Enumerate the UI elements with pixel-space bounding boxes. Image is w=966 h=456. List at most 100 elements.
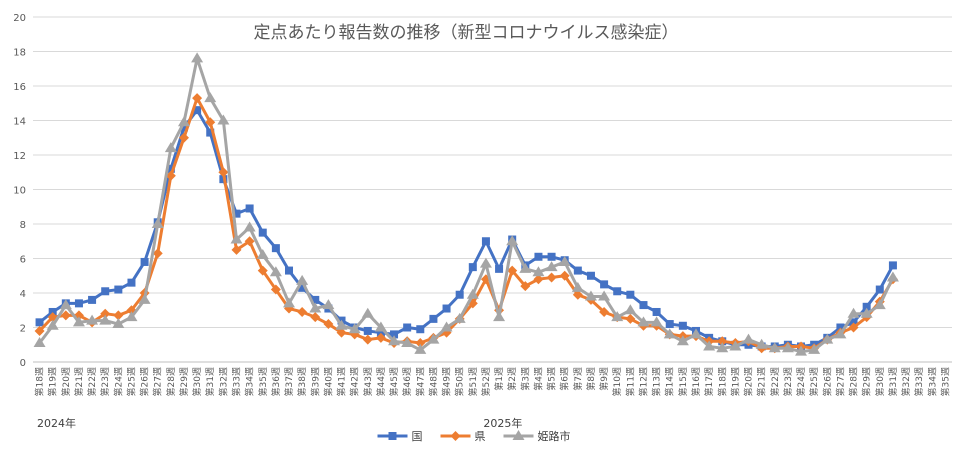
x-tick-label: 第44週 bbox=[375, 367, 387, 396]
data-point bbox=[506, 235, 519, 246]
data-point bbox=[285, 266, 294, 275]
y-tick-label: 16 bbox=[13, 82, 26, 93]
data-point bbox=[532, 266, 545, 277]
data-point bbox=[716, 342, 729, 353]
x-tick-label: 第25週 bbox=[808, 367, 820, 396]
data-point bbox=[598, 290, 611, 301]
data-point bbox=[848, 322, 859, 333]
data-point bbox=[217, 114, 230, 125]
data-point bbox=[258, 228, 267, 237]
x-tick-label: 第9週 bbox=[598, 367, 610, 391]
x-tick-label: 第35週 bbox=[257, 367, 269, 396]
data-point bbox=[416, 325, 425, 334]
x-tick-label: 第28週 bbox=[848, 367, 860, 396]
x-tick-label: 第31週 bbox=[887, 367, 899, 396]
data-point bbox=[781, 342, 794, 353]
data-point bbox=[481, 237, 490, 246]
data-point bbox=[479, 257, 492, 268]
x-tick-label: 第20週 bbox=[743, 367, 755, 396]
data-point bbox=[466, 288, 479, 299]
data-point bbox=[310, 312, 321, 323]
data-point bbox=[363, 326, 372, 335]
x-tick-label: 第33週 bbox=[230, 367, 242, 396]
y-tick-label: 2 bbox=[20, 324, 26, 335]
x-tick-label: 第1週 bbox=[493, 367, 505, 391]
data-point bbox=[206, 128, 215, 137]
x-tick-label: 第40週 bbox=[322, 367, 334, 396]
x-tick-label: 第36週 bbox=[270, 367, 282, 396]
data-point bbox=[151, 218, 164, 228]
data-point bbox=[88, 295, 97, 304]
data-point bbox=[245, 204, 254, 213]
data-point bbox=[35, 318, 44, 327]
data-point bbox=[60, 310, 71, 321]
y-tick-label: 0 bbox=[20, 358, 26, 369]
data-point bbox=[663, 328, 676, 339]
data-point bbox=[584, 290, 597, 301]
data-point bbox=[230, 233, 243, 244]
data-point bbox=[545, 261, 558, 272]
legend-item: 国 bbox=[377, 430, 423, 443]
data-point bbox=[600, 280, 609, 289]
data-point bbox=[520, 281, 531, 292]
x-tick-label: 第34週 bbox=[244, 367, 256, 396]
x-tick-label: 第10週 bbox=[611, 367, 623, 396]
data-point bbox=[821, 333, 834, 344]
data-point bbox=[676, 335, 689, 346]
data-point bbox=[429, 314, 438, 323]
data-point bbox=[179, 123, 188, 132]
data-point bbox=[742, 333, 755, 344]
data-point bbox=[512, 430, 525, 440]
data-point bbox=[86, 314, 99, 325]
x-tick-label: 第24週 bbox=[112, 367, 124, 396]
data-point bbox=[33, 337, 46, 348]
legend: 国 県 姫路市 bbox=[377, 429, 571, 443]
data-point bbox=[573, 266, 582, 275]
data-point bbox=[165, 170, 176, 181]
x-tick-label: 第45週 bbox=[388, 367, 400, 396]
series-line bbox=[38, 96, 895, 350]
year-label: 2024年 bbox=[37, 416, 76, 430]
data-point bbox=[768, 342, 781, 353]
data-point bbox=[101, 287, 110, 296]
y-tick-label: 18 bbox=[13, 48, 26, 59]
data-point bbox=[270, 284, 281, 295]
data-point bbox=[100, 308, 111, 319]
x-tick-label: 第32週 bbox=[900, 367, 912, 396]
x-tick-label: 第23週 bbox=[782, 367, 794, 396]
data-point bbox=[533, 274, 544, 285]
data-point bbox=[388, 335, 401, 346]
x-tick-label: 第6週 bbox=[559, 367, 571, 391]
data-point bbox=[112, 318, 125, 329]
data-point bbox=[495, 264, 504, 273]
plot-area bbox=[33, 52, 899, 356]
data-point bbox=[164, 142, 177, 153]
data-point bbox=[375, 332, 386, 343]
legend-label: 姫路市 bbox=[538, 429, 571, 443]
x-tick-label: 第19週 bbox=[47, 367, 59, 396]
data-point bbox=[442, 304, 451, 313]
data-point bbox=[335, 319, 348, 330]
data-point bbox=[847, 307, 860, 318]
data-point bbox=[323, 319, 334, 330]
data-point bbox=[519, 262, 532, 273]
x-tick-label: 第38週 bbox=[296, 367, 308, 396]
data-point bbox=[177, 116, 190, 127]
data-point bbox=[414, 343, 427, 354]
data-point bbox=[468, 263, 477, 272]
data-point bbox=[322, 299, 335, 310]
x-tick-label: 第19週 bbox=[729, 367, 741, 396]
data-point bbox=[450, 431, 461, 441]
y-tick-label: 10 bbox=[13, 186, 26, 197]
data-point bbox=[361, 307, 374, 318]
x-tick-label: 第41週 bbox=[336, 367, 348, 396]
y-tick-label: 6 bbox=[20, 255, 26, 266]
data-point bbox=[256, 249, 269, 260]
x-tick-label: 第29週 bbox=[178, 367, 190, 396]
y-axis-ticks: 0 2 4 6 8 10 12 14 16 18 20 bbox=[13, 13, 26, 369]
x-tick-label: 第50週 bbox=[454, 367, 466, 396]
x-tick-label: 第47週 bbox=[414, 367, 426, 396]
x-tick-label: 第17週 bbox=[703, 367, 715, 396]
data-point bbox=[271, 244, 280, 253]
